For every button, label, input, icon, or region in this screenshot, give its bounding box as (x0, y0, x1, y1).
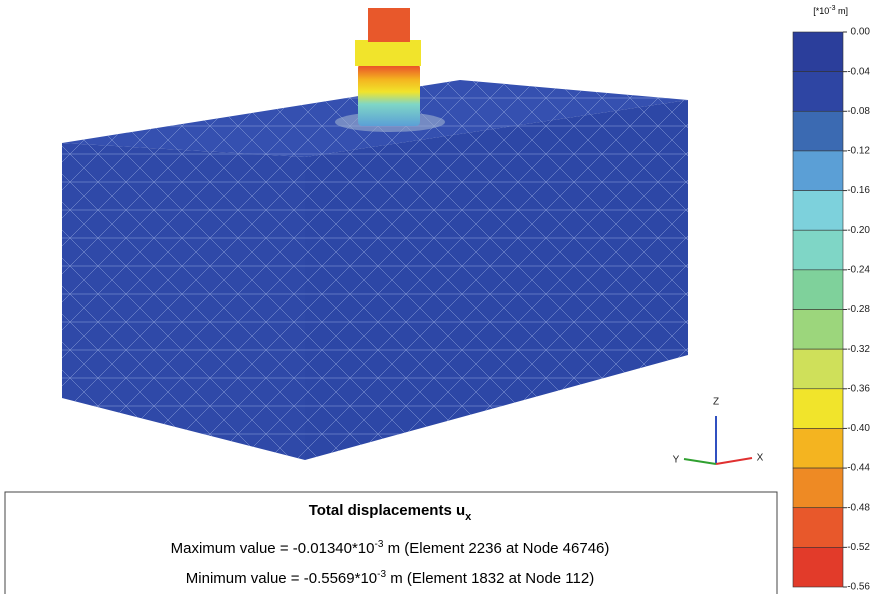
screen: Z Y X [*10-3 m] 0.00 -0.04 -0.08 -0.12 -0.16… (0, 0, 876, 594)
pile (358, 64, 420, 126)
model (62, 8, 688, 460)
legend-band (793, 428, 843, 468)
legend-band (793, 72, 843, 112)
y-label: Y (673, 455, 680, 466)
legend-band (793, 32, 843, 72)
legend-band (793, 151, 843, 191)
box-side-mesh (305, 100, 688, 460)
box-front-mesh (62, 143, 305, 460)
legend-band (793, 270, 843, 310)
legend-band (793, 468, 843, 508)
legend-band (793, 547, 843, 587)
legend-label: 0.00 (851, 27, 871, 38)
max-value: Maximum value = -0.01340*10-3 m (Element… (171, 539, 610, 557)
min-value: Minimum value = -0.5569*10-3 m (Element … (186, 569, 594, 587)
legend-label: -0.52 (847, 542, 870, 553)
legend-band (793, 389, 843, 429)
pile-cap (355, 40, 421, 66)
page: {"legend": {"unit": {"prefix": "[*10", "… (0, 0, 876, 594)
legend-band (793, 349, 843, 389)
legend-label: -0.32 (847, 344, 870, 355)
pile-top (368, 8, 410, 42)
legend-label: -0.36 (847, 383, 870, 394)
legend-label: -0.04 (847, 66, 870, 77)
legend-label: -0.08 (847, 106, 870, 117)
legend-label: -0.44 (847, 463, 870, 474)
y-axis (684, 459, 716, 464)
legend-band (793, 230, 843, 270)
legend-label: -0.28 (847, 304, 870, 315)
legend-label: -0.24 (847, 264, 870, 275)
legend-band (793, 111, 843, 151)
x-label: X (757, 453, 764, 464)
legend-band (793, 508, 843, 548)
info-box: Total displacements ux Maximum value = -… (5, 492, 777, 594)
legend-label: -0.40 (847, 423, 870, 434)
z-label: Z (713, 397, 719, 408)
legend-band (793, 191, 843, 231)
legend-label: -0.56 (847, 582, 870, 593)
axis-triad: Z Y X (673, 397, 764, 466)
legend-label: -0.16 (847, 185, 870, 196)
legend-band (793, 310, 843, 350)
x-axis (716, 458, 752, 464)
legend-label: -0.12 (847, 146, 870, 157)
legend-label: -0.48 (847, 502, 870, 513)
legend: [*10-3 m] 0.00 -0.04 -0.08 -0.12 -0.16 -0.20 -… (793, 5, 870, 593)
legend-unit: [*10-3 m] (813, 5, 848, 16)
legend-label: -0.20 (847, 225, 870, 236)
